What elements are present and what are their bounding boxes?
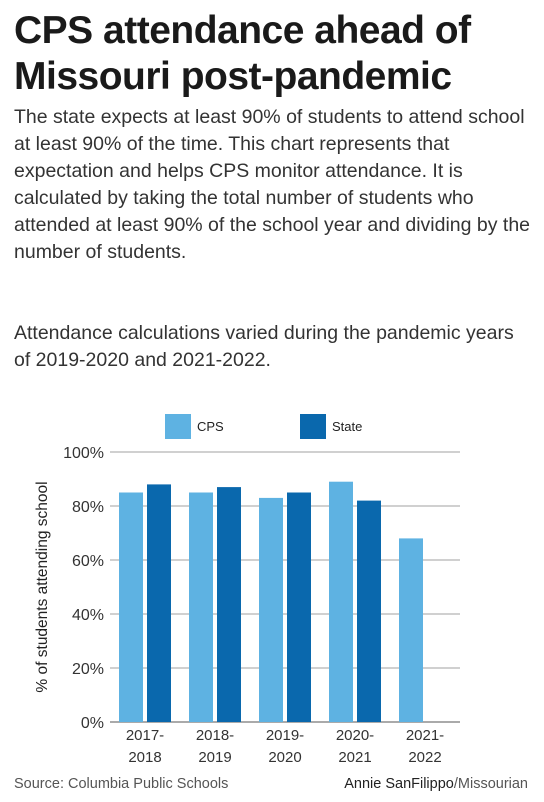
x-tick-label: 2021-2022	[406, 727, 444, 766]
byline-separator: /	[453, 776, 458, 792]
y-tick-label: 80%	[72, 499, 104, 516]
x-tick-label: 2018-2019	[196, 727, 234, 766]
source-credit: Source: Columbia Public Schools	[14, 776, 229, 792]
bar-cps	[119, 492, 143, 722]
chart-note: Attendance calculations varied during th…	[14, 322, 514, 371]
legend-label-cps: CPS	[197, 419, 224, 434]
bar-state	[357, 500, 381, 722]
bar-state	[217, 487, 241, 722]
bar-cps	[399, 538, 423, 722]
x-tick-label: 2017-2018	[126, 727, 164, 766]
bar-state	[287, 492, 311, 722]
y-tick-label: 40%	[72, 607, 104, 624]
x-tick-label: 2020-2021	[336, 727, 374, 766]
byline: Annie SanFilippo/Missourian	[344, 776, 528, 792]
y-axis-label: % of students attending school	[34, 481, 51, 692]
bar-state	[147, 484, 171, 722]
y-tick-label: 60%	[72, 553, 104, 570]
outlet-name: Missourian	[457, 776, 528, 792]
legend-label-state: State	[332, 419, 362, 434]
legend-swatch-cps	[165, 414, 191, 439]
bar-cps	[189, 492, 213, 722]
chart-title: CPS attendance ahead of Missouri post-pa…	[14, 9, 471, 98]
bar-chart: CPS State 0% 20% 40% 60% 80% 100% % of students …	[34, 414, 460, 766]
y-tick-label: 20%	[72, 661, 104, 678]
y-tick-label: 0%	[81, 715, 104, 732]
bar-cps	[329, 481, 353, 722]
legend-swatch-state	[300, 414, 326, 439]
author-name: Annie SanFilippo	[344, 776, 454, 792]
chart-description: The state expects at least 90% of studen…	[14, 106, 531, 263]
y-tick-label: 100%	[63, 445, 104, 462]
x-tick-label: 2019-2020	[266, 727, 304, 766]
bar-cps	[259, 497, 283, 722]
chart-footer: Source: Columbia Public Schools Annie Sa…	[14, 776, 528, 792]
